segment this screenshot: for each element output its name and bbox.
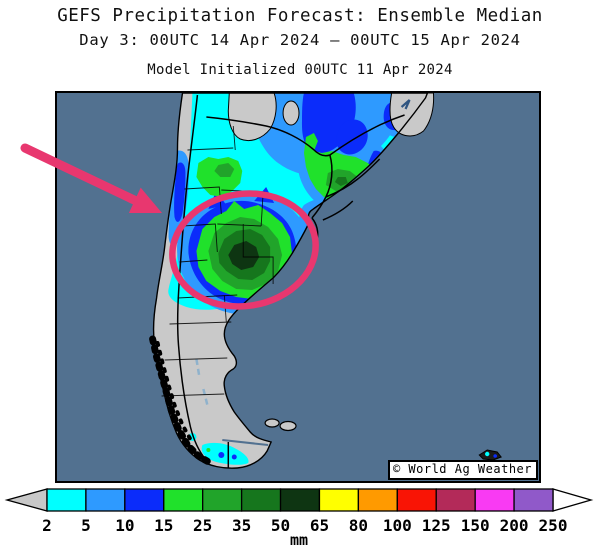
page-title: GEFS Precipitation Forecast: Ensemble Me… bbox=[57, 6, 543, 26]
colorbar-under-arrow bbox=[4, 488, 48, 512]
magellan-strait bbox=[222, 439, 269, 446]
colorbar-cell bbox=[163, 488, 204, 512]
river-icon bbox=[400, 99, 411, 110]
colorbar-tick-label: 35 bbox=[232, 516, 251, 535]
colorbar-cell bbox=[202, 488, 243, 512]
forecast-map: © World Ag Weather bbox=[55, 91, 541, 483]
watermark: © World Ag Weather bbox=[387, 460, 538, 480]
falkland-islands bbox=[264, 418, 297, 432]
colorbar-tick-label: 125 bbox=[422, 516, 451, 535]
colorbar-tick-label: 15 bbox=[154, 516, 173, 535]
colorbar-over-arrow bbox=[552, 488, 594, 512]
dry-area-patches bbox=[227, 93, 435, 142]
colorbar-tick-label: 5 bbox=[81, 516, 91, 535]
colorbar-cell bbox=[357, 488, 398, 512]
colorbar-cell bbox=[513, 488, 554, 512]
colorbar-cell bbox=[279, 488, 321, 512]
colorbar-tick-label: 50 bbox=[271, 516, 290, 535]
colorbar-cell bbox=[435, 488, 476, 512]
colorbar-area: mm 2 5 10 15 25 35 50 65 80 100 125 150 200 250 bbox=[0, 484, 600, 548]
colorbar-tick-label: 65 bbox=[310, 516, 329, 535]
colorbar-cell bbox=[46, 488, 87, 512]
colorbar-tick-label: 10 bbox=[115, 516, 134, 535]
colorbar: mm 2 5 10 15 25 35 50 65 80 100 125 150 200 250 bbox=[4, 488, 594, 548]
colorbar-cell bbox=[240, 488, 282, 512]
colorbar-tick-label: 2 bbox=[42, 516, 52, 535]
map-canvas bbox=[57, 93, 539, 481]
colorbar-cell bbox=[85, 488, 126, 512]
colorbar-tick-label: 150 bbox=[461, 516, 490, 535]
model-init-line: Model Initialized 00UTC 11 Apr 2024 bbox=[147, 62, 453, 78]
colorbar-cell bbox=[318, 488, 360, 512]
colorbar-tick-label: 250 bbox=[539, 516, 568, 535]
glacier-lakes bbox=[195, 358, 209, 406]
valid-period-subtitle: Day 3: 00UTC 14 Apr 2024 — 00UTC 15 Apr … bbox=[79, 31, 521, 49]
colorbar-unit: mm bbox=[290, 531, 308, 548]
colorbar-tick-label: 80 bbox=[349, 516, 368, 535]
colorbar-cell bbox=[396, 488, 437, 512]
colorbar-cell bbox=[124, 488, 165, 512]
colorbar-tick-label: 25 bbox=[193, 516, 212, 535]
south-georgia-island bbox=[478, 449, 502, 461]
colorbar-tick-label: 100 bbox=[383, 516, 412, 535]
fjord-islands bbox=[149, 335, 214, 467]
colorbar-tick-label: 200 bbox=[500, 516, 529, 535]
fjord-islands-inner bbox=[155, 341, 195, 445]
colorbar-cell bbox=[474, 488, 515, 512]
